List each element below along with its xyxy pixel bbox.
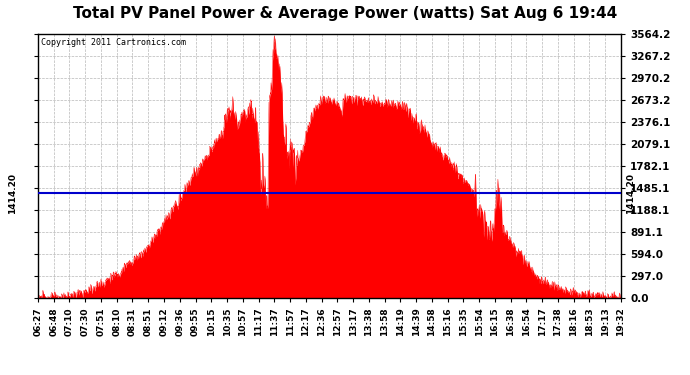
Text: Copyright 2011 Cartronics.com: Copyright 2011 Cartronics.com — [41, 38, 186, 47]
Text: Total PV Panel Power & Average Power (watts) Sat Aug 6 19:44: Total PV Panel Power & Average Power (wa… — [73, 6, 617, 21]
Text: 1414.20: 1414.20 — [8, 173, 17, 214]
Text: 1414.20: 1414.20 — [627, 173, 635, 214]
